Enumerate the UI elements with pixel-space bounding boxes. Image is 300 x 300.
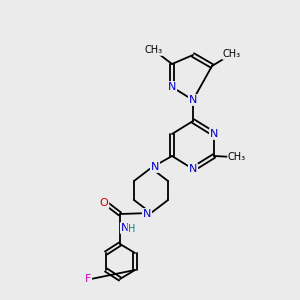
Text: CH₃: CH₃ — [228, 152, 246, 162]
Text: CH₃: CH₃ — [145, 45, 163, 55]
Text: F: F — [85, 274, 91, 284]
Text: N: N — [210, 129, 218, 139]
Text: CH₃: CH₃ — [223, 49, 241, 59]
Text: N: N — [189, 164, 197, 174]
Text: N: N — [121, 223, 129, 233]
Text: N: N — [151, 162, 159, 172]
Text: H: H — [128, 224, 136, 234]
Text: N: N — [143, 209, 151, 219]
Text: O: O — [100, 198, 108, 208]
Text: N: N — [189, 95, 197, 105]
Text: N: N — [168, 82, 176, 92]
